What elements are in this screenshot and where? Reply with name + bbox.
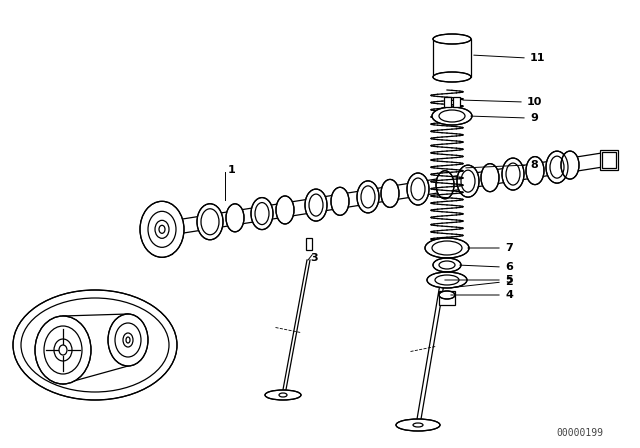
Text: 4: 4 [505,290,513,300]
Bar [152,204,172,254]
Ellipse shape [108,314,148,366]
Ellipse shape [432,107,472,125]
Ellipse shape [35,316,91,384]
Ellipse shape [433,72,471,82]
Ellipse shape [251,198,273,229]
Bar [453,97,460,107]
Ellipse shape [457,165,479,197]
Ellipse shape [425,238,469,258]
Ellipse shape [226,204,244,232]
Bar [444,97,451,107]
Ellipse shape [305,189,327,221]
Text: 10: 10 [527,97,542,107]
Text: 8: 8 [530,160,538,170]
Text: 9: 9 [530,113,538,123]
Ellipse shape [427,272,467,288]
Text: 2: 2 [505,277,513,287]
Ellipse shape [561,151,579,179]
Bar [306,238,312,250]
Ellipse shape [433,34,471,44]
Ellipse shape [396,419,440,431]
Ellipse shape [481,164,499,192]
Text: 7: 7 [505,243,513,253]
Text: 5: 5 [505,275,513,285]
Ellipse shape [546,151,568,183]
Text: 3: 3 [310,253,317,263]
Text: 1: 1 [228,165,236,175]
Ellipse shape [436,171,454,199]
Ellipse shape [197,204,223,240]
Bar [602,152,616,168]
Bar [433,39,471,77]
Ellipse shape [276,196,294,224]
Text: 6: 6 [505,262,513,272]
Ellipse shape [502,158,524,190]
Ellipse shape [140,201,184,257]
Ellipse shape [331,187,349,215]
Ellipse shape [13,290,177,400]
Ellipse shape [526,157,544,185]
Bar [439,291,455,305]
Bar [600,151,618,170]
Ellipse shape [439,291,455,299]
Text: 00000199: 00000199 [557,428,604,438]
Ellipse shape [357,181,379,213]
Ellipse shape [381,180,399,207]
Text: 11: 11 [530,53,545,63]
Ellipse shape [407,173,429,205]
Ellipse shape [265,390,301,400]
Ellipse shape [433,258,461,272]
